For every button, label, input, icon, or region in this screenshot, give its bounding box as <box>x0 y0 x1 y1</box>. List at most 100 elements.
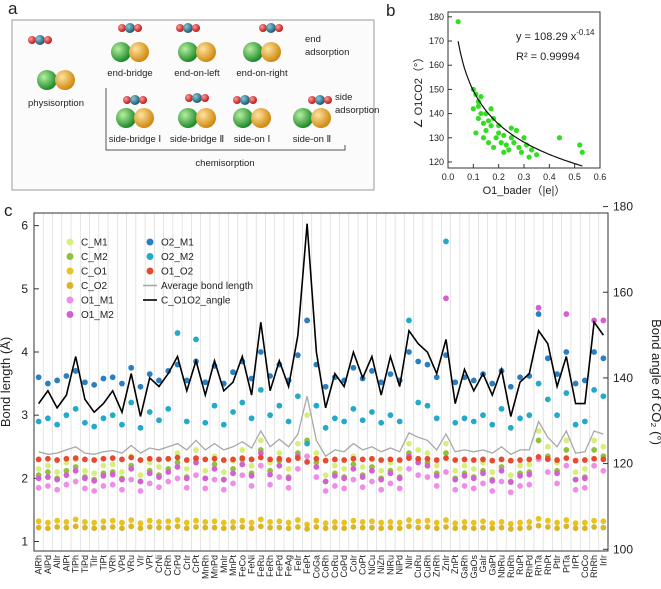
dot <box>378 476 385 483</box>
dot <box>230 369 236 376</box>
dot <box>267 456 273 463</box>
dot <box>322 383 329 390</box>
dot <box>248 472 255 479</box>
config-label: end-bridge <box>107 68 152 79</box>
y2-tick-label: 140 <box>613 371 633 385</box>
dot <box>313 474 320 480</box>
dot <box>433 462 440 469</box>
dot <box>257 523 264 530</box>
dot <box>146 524 153 530</box>
dot <box>119 456 125 463</box>
dot <box>156 474 162 480</box>
panel-b: b y = 108.29 x-0.14 R² = 0.99994 0.0 0.1 0… <box>386 1 606 197</box>
dot <box>387 519 394 525</box>
dot <box>119 380 125 387</box>
dot <box>424 402 431 409</box>
dot <box>239 472 246 479</box>
dot <box>202 467 209 474</box>
dot <box>535 428 542 434</box>
dot <box>535 522 542 529</box>
dot <box>563 447 570 453</box>
dot <box>359 484 366 491</box>
x-tick-label: ZnRh <box>432 555 442 577</box>
dot <box>554 519 560 526</box>
dot <box>572 520 579 527</box>
dot <box>183 457 190 463</box>
dot <box>82 379 88 386</box>
dot <box>54 517 61 524</box>
dot <box>600 456 607 463</box>
point <box>488 123 494 129</box>
dot <box>304 459 311 465</box>
dot <box>137 525 144 532</box>
panel-label: a <box>8 0 18 18</box>
dot <box>109 455 116 462</box>
dot <box>572 457 579 464</box>
dot <box>193 517 199 524</box>
dot <box>341 475 348 482</box>
dot <box>359 456 366 463</box>
dot <box>359 524 366 531</box>
point <box>501 132 507 138</box>
dot <box>137 383 144 390</box>
x-tick-label: FeIr <box>293 555 303 571</box>
dot <box>100 483 107 489</box>
dot <box>359 464 366 470</box>
dot <box>322 457 329 464</box>
x-tick-label: RuPt <box>515 555 525 576</box>
x-tick-label: GaOs <box>469 555 479 579</box>
legend-marker <box>66 253 74 260</box>
dot <box>165 524 172 531</box>
point <box>529 147 535 153</box>
y-tick-label: 160 <box>429 60 444 70</box>
dot <box>489 421 496 428</box>
dot <box>369 524 375 531</box>
dot <box>443 450 449 456</box>
dot <box>267 519 273 525</box>
x-tick-label: FeNi <box>247 555 257 574</box>
dot <box>322 472 329 479</box>
x-tick-label: 0.2 <box>492 172 505 182</box>
dot <box>470 485 477 492</box>
y-tick-label: 5 <box>21 282 28 296</box>
dot <box>387 480 394 487</box>
x-tick-label: GaRh <box>460 555 470 579</box>
dot <box>350 476 357 483</box>
dot <box>331 456 338 463</box>
dot <box>341 485 348 492</box>
legend-marker <box>66 296 74 304</box>
plot-frame <box>33 212 609 552</box>
dot <box>480 470 486 477</box>
series-line <box>38 396 604 458</box>
x-tick-label: CoPd <box>339 555 349 578</box>
point <box>488 106 494 112</box>
dot <box>591 524 598 530</box>
dot <box>128 399 135 406</box>
dot <box>461 456 468 463</box>
y2-tick-label: 120 <box>613 457 633 471</box>
dot <box>285 457 292 463</box>
dot <box>220 469 227 475</box>
dot <box>82 519 88 525</box>
dot <box>257 349 264 355</box>
x-tick-label: VRu <box>126 555 136 573</box>
dot <box>230 465 236 472</box>
dot <box>146 480 153 487</box>
x-tick-label: RuRh <box>506 555 516 578</box>
dot <box>257 516 264 523</box>
y-tick-label: 150 <box>429 84 444 94</box>
dot <box>313 402 320 409</box>
x-tick-label: VRh <box>108 555 118 573</box>
dot <box>526 412 533 419</box>
dot <box>156 524 162 531</box>
dot <box>369 409 375 415</box>
dot <box>350 524 357 530</box>
legend-label: O2_M1 <box>161 238 194 249</box>
dot <box>156 377 162 384</box>
dot <box>406 517 412 523</box>
dot <box>600 467 607 474</box>
x-tick-label: IrIr <box>598 555 608 566</box>
dot <box>600 518 607 525</box>
dot <box>137 457 144 463</box>
x-tick-label: CoGa <box>311 555 321 579</box>
